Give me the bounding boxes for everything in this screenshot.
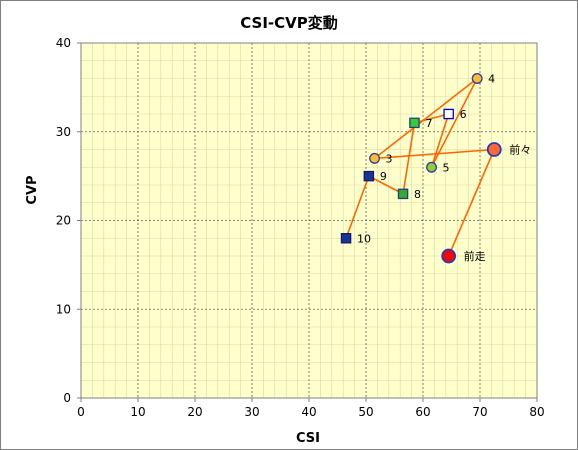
x-axis-ticks: 0 10 20 30 40 50 60 70 80 [77, 398, 545, 419]
x-tick-label: 40 [301, 405, 316, 419]
chart-title: CSI-CVP変動 [240, 14, 338, 32]
data-point [409, 117, 420, 129]
y-axis-ticks: 0 10 20 30 40 [56, 36, 81, 405]
series-line-segment [368, 175, 404, 195]
point-label: 7 [425, 117, 432, 130]
point-label: 6 [460, 108, 467, 121]
series-line-segment [374, 77, 478, 160]
series-line-segment [414, 113, 449, 124]
point-label: 9 [380, 170, 387, 183]
y-axis-label: CVP [25, 175, 40, 204]
series-lines [345, 77, 495, 257]
x-axis-label: CSI [296, 431, 320, 446]
data-point [397, 188, 409, 200]
y-tick-label: 40 [56, 36, 71, 50]
point-labels: 前走 前々 3 4 5 6 7 8 9 10 [357, 73, 531, 264]
point-label: 4 [488, 73, 495, 86]
point-label: 前々 [509, 143, 531, 157]
data-point [426, 161, 438, 173]
data-point [471, 73, 483, 84]
series-line-segment [447, 149, 495, 257]
point-label: 8 [414, 188, 421, 201]
point-label: 3 [386, 152, 393, 165]
x-tick-label: 60 [415, 405, 430, 419]
data-point [369, 152, 381, 164]
y-tick-label: 20 [56, 214, 71, 228]
series-line-segment [430, 113, 450, 168]
x-tick-label: 20 [187, 405, 202, 419]
x-tick-label: 10 [130, 405, 145, 419]
x-tick-label: 80 [529, 405, 544, 419]
series-line-segment [402, 122, 416, 195]
series-line-segment [430, 78, 478, 168]
y-tick-label: 10 [56, 302, 71, 316]
point-label: 5 [443, 161, 450, 174]
y-tick-label: 0 [63, 391, 71, 405]
data-point [443, 108, 454, 120]
x-tick-label: 0 [77, 405, 85, 419]
data-point [441, 248, 457, 264]
x-tick-label: 50 [358, 405, 373, 419]
series-line-segment [345, 175, 370, 239]
point-label: 10 [357, 232, 371, 245]
series-points [340, 73, 502, 264]
series-line-segment [374, 148, 495, 160]
x-tick-label: 30 [244, 405, 259, 419]
data-point [486, 142, 502, 157]
data-point [340, 232, 352, 244]
x-tick-label: 70 [472, 405, 487, 419]
data-point [363, 170, 375, 182]
point-label: 前走 [464, 249, 486, 263]
grid-major [81, 43, 537, 398]
y-tick-label: 30 [56, 125, 71, 139]
